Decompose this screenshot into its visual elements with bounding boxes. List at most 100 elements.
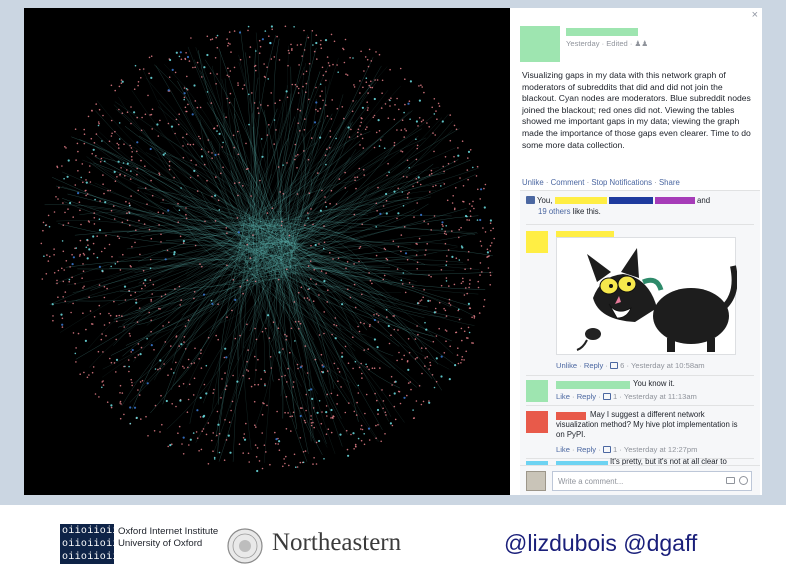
commenter-avatar-redacted[interactable] (526, 231, 548, 253)
graph-node (211, 302, 214, 305)
graph-node (153, 430, 156, 432)
graph-node (304, 450, 307, 452)
commenter-name-redacted[interactable] (556, 461, 608, 465)
graph-edge (289, 236, 323, 455)
graph-edge (59, 227, 259, 333)
northeastern-seal-icon (227, 528, 263, 564)
graph-node (128, 204, 131, 207)
graph-node (225, 439, 228, 441)
share-link[interactable]: Share (658, 178, 680, 187)
reply-link[interactable]: Reply (576, 392, 597, 401)
graph-node (226, 74, 229, 77)
graph-node (160, 394, 162, 397)
graph-node (288, 464, 290, 467)
graph-node (332, 63, 334, 66)
graph-node (316, 58, 318, 60)
graph-node (171, 403, 173, 405)
graph-node (135, 298, 137, 301)
camera-icon[interactable] (726, 477, 735, 484)
graph-node (213, 388, 215, 391)
unlike-comment-link[interactable]: Unlike (556, 361, 578, 370)
graph-edge (172, 236, 295, 364)
graph-node (278, 59, 281, 61)
commenter-name-redacted[interactable] (556, 231, 614, 239)
liker-name-redacted[interactable] (554, 197, 607, 204)
user-avatar[interactable] (526, 471, 546, 491)
graph-edge (123, 140, 241, 257)
graph-edge (249, 268, 277, 296)
graph-node (461, 356, 464, 358)
graph-edge (278, 142, 317, 250)
comment-link[interactable]: Comment (550, 178, 585, 187)
graph-node (255, 69, 257, 72)
graph-node (383, 274, 386, 277)
graph-node (62, 280, 65, 283)
graph-edge (250, 113, 280, 269)
graph-node (185, 213, 187, 216)
graph-node (143, 223, 146, 225)
graph-edge (285, 274, 357, 389)
graph-edge (238, 220, 274, 314)
write-comment-input[interactable] (552, 471, 752, 491)
like-link[interactable]: Like (556, 445, 570, 454)
graph-node (56, 165, 58, 168)
graph-node (48, 255, 51, 258)
emoji-icon[interactable] (739, 476, 748, 485)
graph-node (341, 352, 343, 354)
unlike-link[interactable]: Unlike (522, 178, 544, 187)
graph-node (229, 43, 231, 45)
graph-node (481, 271, 483, 273)
graph-node (281, 375, 283, 378)
commenter-avatar-redacted[interactable] (526, 461, 548, 465)
cat-image[interactable] (556, 237, 738, 355)
graph-node (113, 300, 115, 303)
graph-node (459, 177, 461, 179)
graph-node (261, 432, 263, 434)
close-icon[interactable]: × (751, 9, 758, 21)
graph-node (434, 134, 437, 136)
graph-node (287, 367, 289, 370)
stop-notifications-link[interactable]: Stop Notifications (591, 178, 653, 187)
others-link[interactable]: 19 others (538, 207, 571, 216)
friends-privacy-icon[interactable]: ♟♟ (634, 39, 649, 48)
commenter-name-redacted[interactable] (556, 381, 630, 389)
graph-edge (120, 276, 286, 292)
graph-edge (232, 269, 245, 462)
graph-node (74, 352, 77, 355)
graph-node (56, 282, 58, 285)
graph-node (137, 354, 140, 356)
graph-node (110, 265, 112, 268)
graph-node (250, 385, 253, 388)
commenter-avatar-redacted[interactable] (526, 380, 548, 402)
commenter-avatar-redacted[interactable] (526, 411, 548, 433)
graph-node (263, 369, 266, 372)
graph-edge (250, 274, 402, 293)
graph-edge (122, 252, 242, 357)
graph-node (158, 172, 160, 174)
graph-node (79, 373, 81, 376)
graph-node (40, 242, 43, 245)
like-link[interactable]: Like (556, 392, 570, 401)
graph-edge (284, 237, 380, 442)
liker-name-redacted[interactable] (654, 197, 695, 204)
graph-node (483, 187, 485, 190)
liker-name-redacted[interactable] (608, 197, 653, 204)
graph-node (88, 296, 90, 299)
graph-node (129, 265, 132, 267)
graph-edge (247, 148, 374, 273)
graph-node (187, 143, 189, 145)
reply-link[interactable]: Reply (576, 445, 597, 454)
reply-link[interactable]: Reply (583, 361, 604, 370)
oxford-logo-line: oiioiioii (62, 526, 119, 537)
graph-node (190, 362, 193, 365)
graph-edge (110, 213, 276, 265)
graph-edge (293, 257, 382, 283)
graph-edge (261, 253, 479, 295)
graph-node (75, 361, 77, 363)
graph-node (321, 189, 323, 192)
graph-node (489, 222, 492, 224)
graph-node (137, 189, 139, 192)
graph-node (122, 162, 125, 164)
commenter-name-redacted[interactable] (556, 412, 586, 420)
graph-node (451, 202, 454, 204)
